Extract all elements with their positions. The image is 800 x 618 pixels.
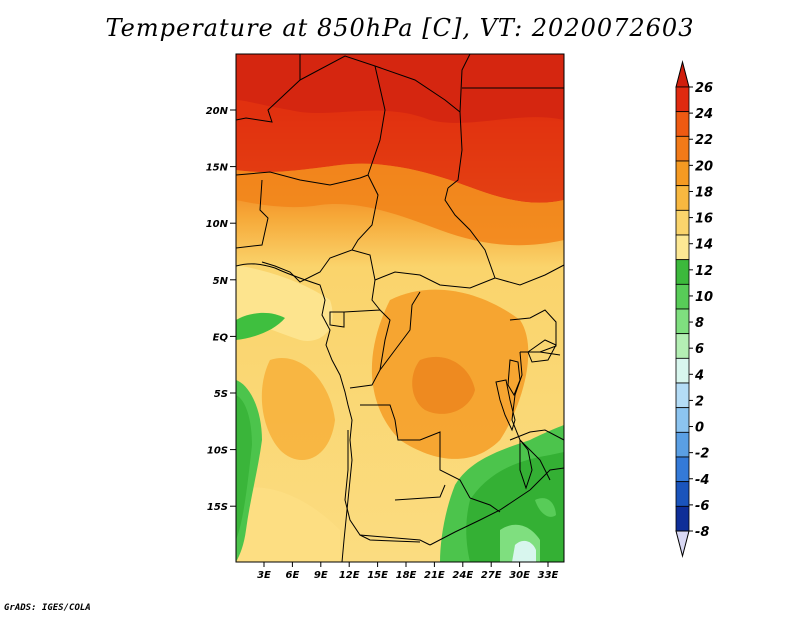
colorbar-segment [675,160,690,187]
lat-tick-label: 10S [207,446,228,457]
colorbar-over-triangle [675,60,690,88]
colorbar-segment [675,308,690,335]
colorbar-segment [675,283,690,310]
lat-tick-label: 15S [207,502,228,513]
lon-tick-label: 6E [286,570,300,581]
grads-credit: GrADS: IGES/COLA [4,603,91,613]
colorbar-segment [675,382,690,409]
colorbar-segment [675,333,690,359]
longitude-axis: 3E 6E 9E 12E 15E 18E 21E 24E 27E 30E 33E [257,562,559,581]
lon-tick-label: 15E [367,570,388,581]
colorbar-label: 6 [695,342,704,357]
latitude-axis: 20N 15N 10N 5N EQ 5S 10S 15S [206,106,236,513]
colorbar-label: -8 [695,525,709,540]
lat-tick-label: 20N [206,106,229,117]
colorbar-label: -2 [695,447,709,462]
country-borders [236,54,564,546]
colorbar-segment [675,505,690,532]
colorbar-segment [675,86,690,113]
colorbar-under-triangle [675,530,690,558]
colorbar-segment [675,407,690,433]
colorbar-label: 20 [695,159,713,174]
colorbar-segment [675,135,690,162]
lon-tick-label: 27E [481,570,502,581]
lon-tick-label: 24E [452,570,473,581]
colorbar-segment [675,234,690,261]
colorbar-label: 12 [695,264,713,279]
colorbar-label: -6 [695,499,709,514]
colorbar-segment [675,431,690,458]
colorbar-label: 26 [695,81,713,96]
lon-tick-label: 3E [257,570,271,581]
lon-tick-label: 33E [538,570,559,581]
colorbar-segment [675,259,690,285]
colorbar-segment [675,185,690,211]
lat-tick-label: 5S [214,389,228,400]
lon-tick-label: 30E [509,570,530,581]
colorbar-label: 4 [694,368,704,383]
coastline [236,263,557,562]
colorbar-segment [675,481,690,507]
lat-tick-label: EQ [213,332,229,343]
lon-tick-label: 9E [314,570,328,581]
lat-tick-label: 10N [206,219,229,230]
colorbar-segment [675,209,690,236]
colorbar-segment [675,111,690,137]
lat-tick-label: 5N [213,276,229,287]
colorbar-label: 10 [695,290,713,305]
colorbar-segment [675,357,690,384]
colorbar-label: 8 [695,316,704,331]
colorbar-label: 18 [695,185,713,200]
colorbar-label: 16 [695,212,713,227]
colorbar-label: -4 [695,473,709,488]
colorbar-label: 24 [695,107,713,122]
lon-tick-label: 18E [396,570,417,581]
colorbar-segment [675,456,690,483]
map-field [236,54,564,562]
map-frame [235,53,565,563]
colorbar-label: 22 [695,133,713,148]
map-title: Temperature at 850hPa [C], VT: 202007260… [105,14,695,42]
colorbar-label: 2 [695,394,704,409]
colorbar-label: 14 [695,238,713,253]
lat-tick-label: 15N [206,163,229,174]
lon-tick-label: 12E [339,570,360,581]
lon-tick-label: 21E [424,570,445,581]
colorbar-label: 0 [695,421,704,436]
